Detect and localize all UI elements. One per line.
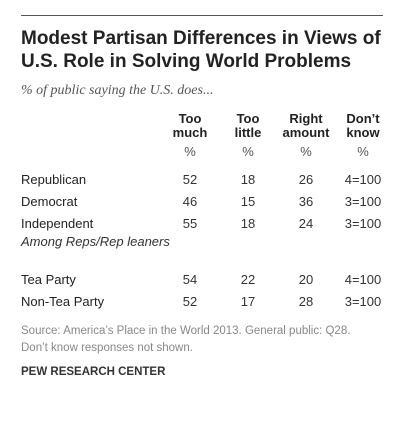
table-row: Independent 55 18 24 3=100 xyxy=(21,212,391,234)
cell-value: 26 xyxy=(298,171,314,187)
data-table: Too much Too little Right amount Don’t know … xyxy=(21,106,391,312)
brand-logo-text: PEW RESEARCH CENTER xyxy=(21,366,166,378)
note-line: Don’t know responses not shown. xyxy=(21,342,193,354)
unit-label: % xyxy=(184,143,196,159)
cell-value: 3=100 xyxy=(344,193,382,209)
column-header-dont-know: Don’t know xyxy=(346,111,380,140)
cell-value: 54 xyxy=(182,271,198,287)
row-label: Republican xyxy=(21,171,87,187)
section-row: Among Reps/Rep leaners xyxy=(21,234,391,268)
row-label: Non-Tea Party xyxy=(21,293,105,309)
column-header-right-amount: Right amount xyxy=(282,111,330,140)
table-row: Republican 52 18 26 4=100 xyxy=(21,162,391,190)
cell-value: 4=100 xyxy=(344,171,382,187)
cell-value: 22 xyxy=(240,271,256,287)
cell-value: 28 xyxy=(298,293,314,309)
top-rule xyxy=(21,15,383,16)
cell-value: 24 xyxy=(298,215,314,231)
cell-value: 3=100 xyxy=(344,293,382,309)
cell-value: 52 xyxy=(182,293,198,309)
cell-value: 4=100 xyxy=(344,271,382,287)
unit-row: % % % % xyxy=(21,140,391,162)
chart-title: Modest Partisan Differences in Views of … xyxy=(21,28,381,72)
cell-value: 36 xyxy=(298,193,314,209)
column-header-too-little: Too little xyxy=(234,111,262,140)
section-row-blank xyxy=(219,234,391,268)
unit-label: % xyxy=(242,143,254,159)
row-label: Independent xyxy=(21,215,94,231)
cell-value: 15 xyxy=(240,193,256,209)
column-header-too-much: Too much xyxy=(172,111,208,140)
table-row: Non-Tea Party 52 17 28 3=100 xyxy=(21,290,391,312)
unit-row-blank xyxy=(21,140,161,162)
section-label: Among Reps/Rep leaners xyxy=(21,234,170,249)
table-row: Tea Party 54 22 20 4=100 xyxy=(21,268,391,290)
unit-label: % xyxy=(357,143,369,159)
column-header-row: Too much Too little Right amount Don’t know xyxy=(21,106,391,140)
chart-subtitle: % of public saying the U.S. does... xyxy=(21,83,214,98)
cell-value: 52 xyxy=(182,171,198,187)
cell-value: 17 xyxy=(240,293,256,309)
row-label: Democrat xyxy=(21,193,78,209)
cell-value: 18 xyxy=(240,215,256,231)
table-row: Democrat 46 15 36 3=100 xyxy=(21,190,391,212)
source-line: Source: America’s Place in the World 201… xyxy=(21,325,351,337)
cell-value: 3=100 xyxy=(344,215,382,231)
cell-value: 18 xyxy=(240,171,256,187)
row-header-blank xyxy=(21,106,161,140)
row-label: Tea Party xyxy=(21,271,76,287)
cell-value: 55 xyxy=(182,215,198,231)
unit-label: % xyxy=(300,143,312,159)
cell-value: 20 xyxy=(298,271,314,287)
cell-value: 46 xyxy=(182,193,198,209)
source-note: Source: America’s Place in the World 201… xyxy=(21,323,391,357)
